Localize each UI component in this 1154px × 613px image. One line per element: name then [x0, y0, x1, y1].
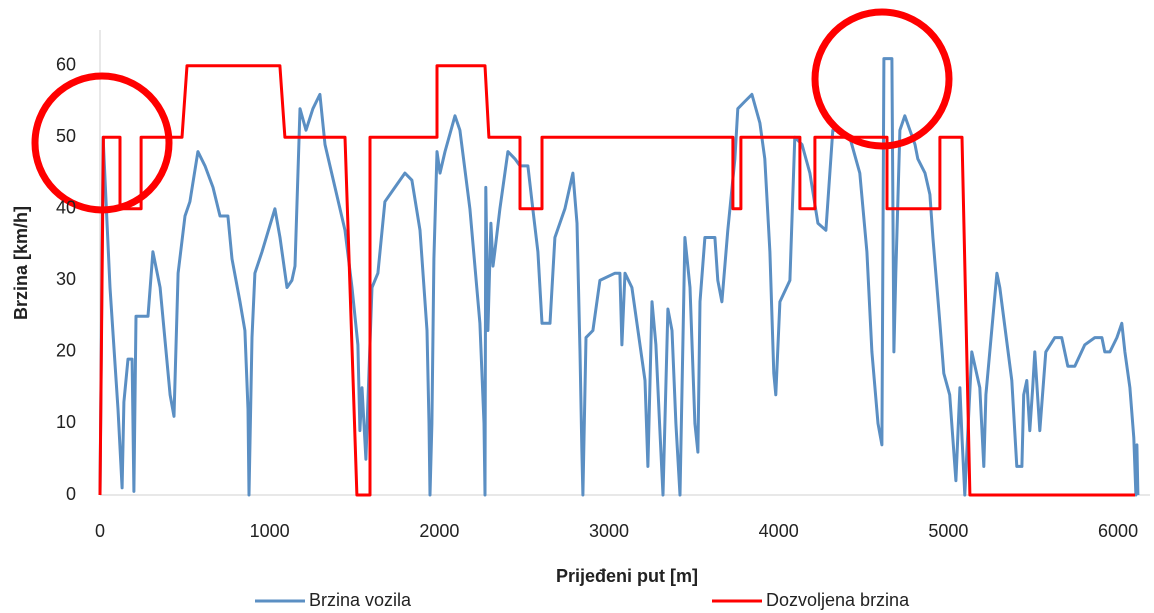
y-tick-label: 30	[56, 269, 76, 289]
x-tick-label: 6000	[1098, 521, 1138, 541]
legend-label: Dozvoljena brzina	[766, 590, 910, 610]
x-tick-label: 1000	[250, 521, 290, 541]
y-tick-label: 40	[56, 198, 76, 218]
legend-label: Brzina vozila	[309, 590, 412, 610]
y-axis-title: Brzina [km/h]	[11, 206, 31, 320]
data-line	[98, 64, 1135, 497]
y-tick-label: 60	[56, 55, 76, 75]
highlight-circle	[31, 72, 173, 214]
x-axis-title: Prijeđeni put [m]	[556, 566, 698, 586]
y-tick-label: 50	[56, 126, 76, 146]
x-tick-label: 5000	[928, 521, 968, 541]
x-tick-label: 4000	[759, 521, 799, 541]
highlight-circle	[811, 8, 953, 150]
plot-area	[98, 57, 1140, 497]
data-line	[98, 57, 1140, 497]
x-tick-label: 3000	[589, 521, 629, 541]
x-tick-label: 2000	[419, 521, 459, 541]
y-tick-label: 20	[56, 341, 76, 361]
y-tick-label: 10	[56, 412, 76, 432]
x-tick-label: 0	[95, 521, 105, 541]
y-tick-label: 0	[66, 484, 76, 504]
